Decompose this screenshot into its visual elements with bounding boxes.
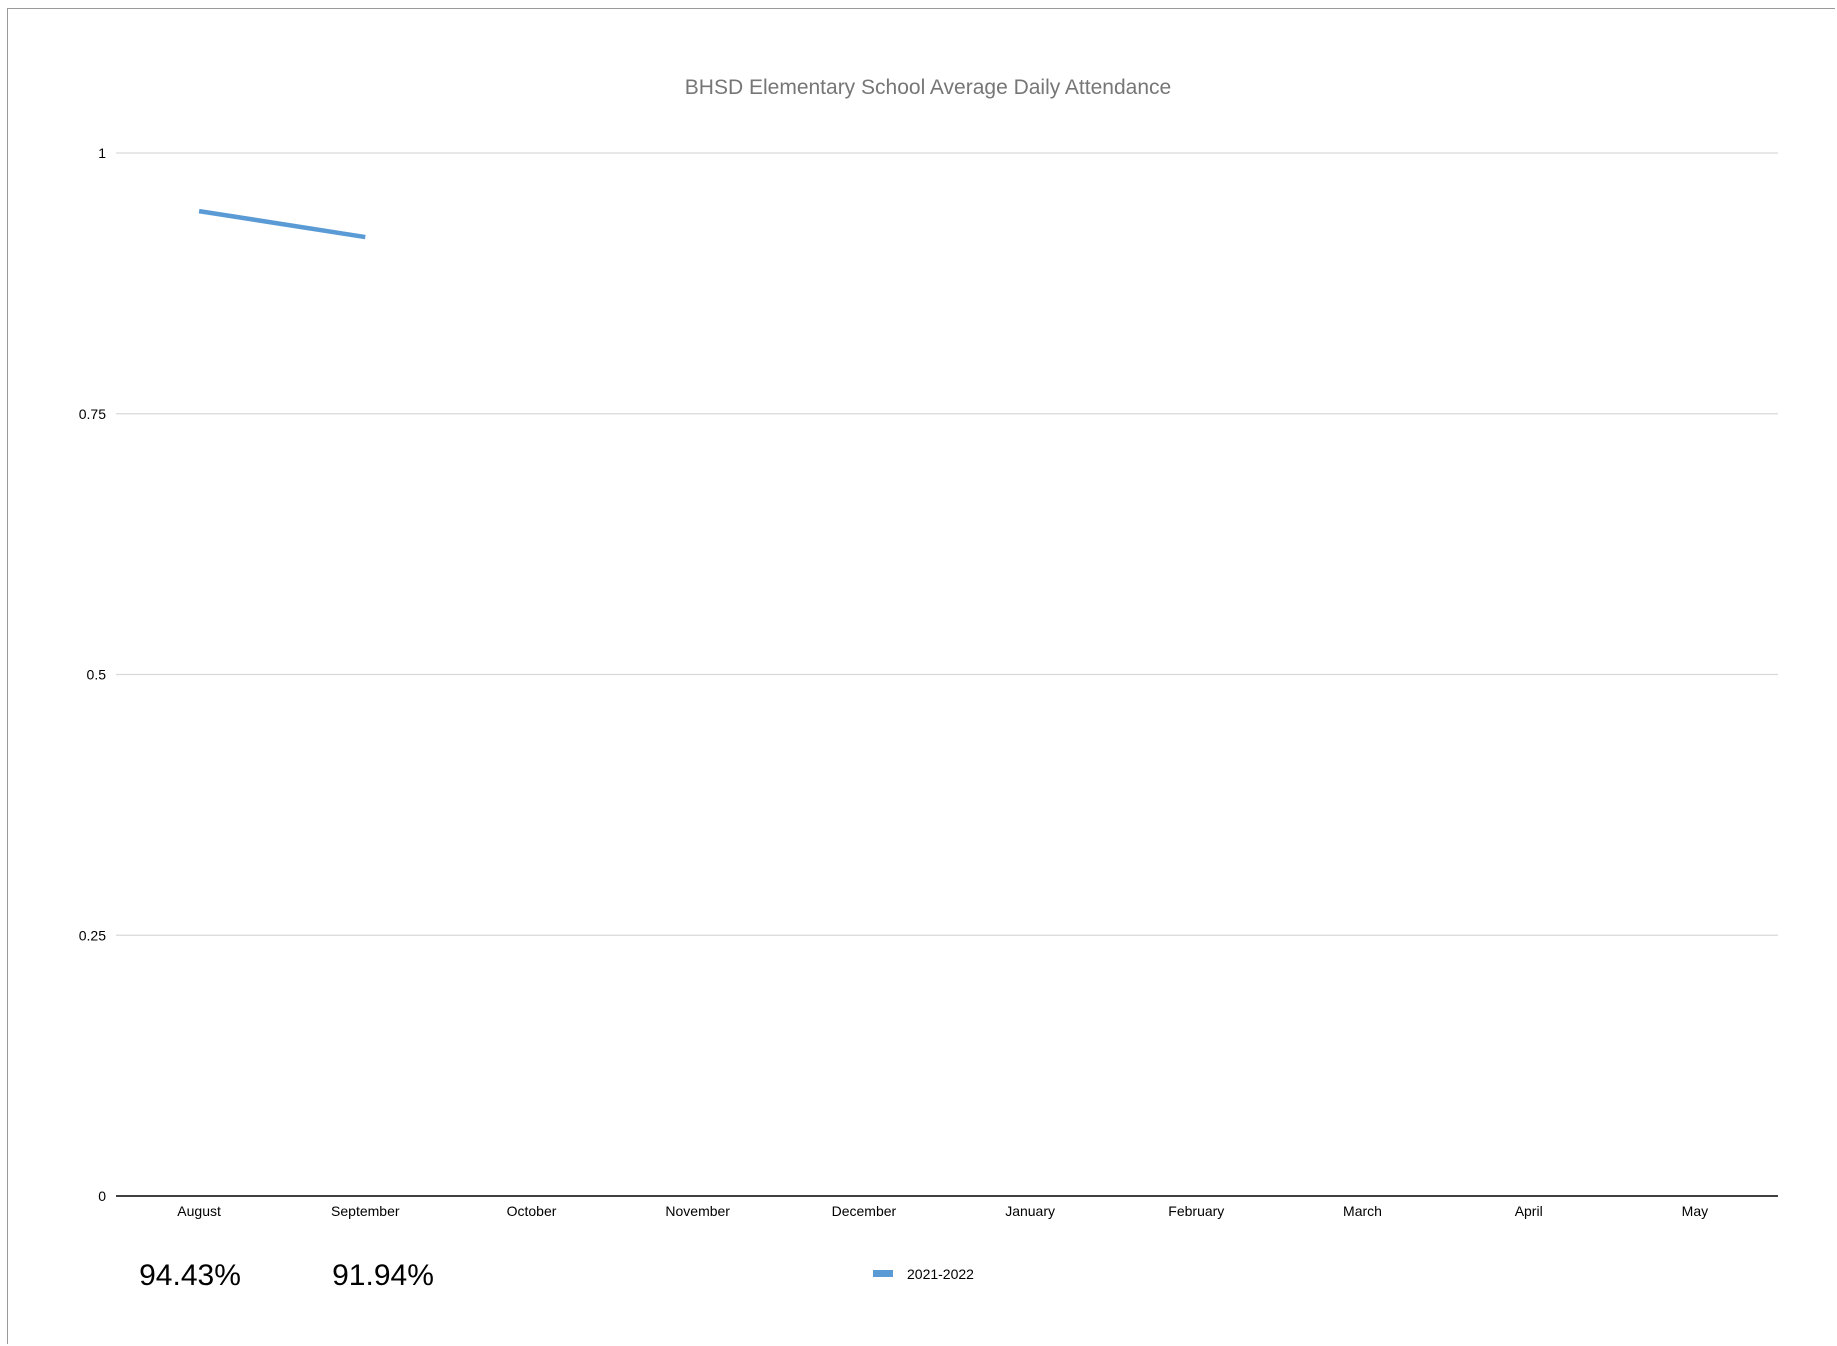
x-tick-label: March — [1343, 1203, 1382, 1219]
chart-title: BHSD Elementary School Average Daily Att… — [685, 76, 1171, 99]
value-labels: 94.43% 91.94% — [139, 1259, 434, 1292]
y-tick-label: 0 — [98, 1188, 106, 1204]
y-axis-ticks: 0 0.25 0.5 0.75 1 — [79, 145, 106, 1204]
x-tick-label: April — [1515, 1203, 1543, 1219]
y-tick-label: 0.5 — [87, 667, 107, 683]
y-tick-label: 0.25 — [79, 927, 106, 943]
x-tick-label: August — [177, 1203, 221, 1219]
x-tick-label: September — [331, 1203, 400, 1219]
x-axis-ticks: August September October November December Ja… — [177, 1203, 1708, 1219]
x-tick-label: May — [1682, 1203, 1708, 1219]
y-tick-label: 0.75 — [79, 406, 106, 422]
value-label: 91.94% — [332, 1259, 434, 1292]
x-tick-label: November — [665, 1203, 730, 1219]
y-tick-label: 1 — [98, 145, 106, 161]
series-line — [198, 208, 366, 240]
x-tick-label: January — [1005, 1203, 1055, 1219]
legend-swatch — [873, 1270, 893, 1277]
value-label: 94.43% — [139, 1259, 241, 1292]
series-lines — [198, 208, 366, 240]
legend: 2021-2022 — [873, 1266, 974, 1282]
legend-label: 2021-2022 — [907, 1266, 974, 1282]
x-tick-label: October — [507, 1203, 557, 1219]
gridlines — [116, 152, 1778, 1197]
x-tick-label: December — [832, 1203, 897, 1219]
x-tick-label: February — [1168, 1203, 1224, 1219]
